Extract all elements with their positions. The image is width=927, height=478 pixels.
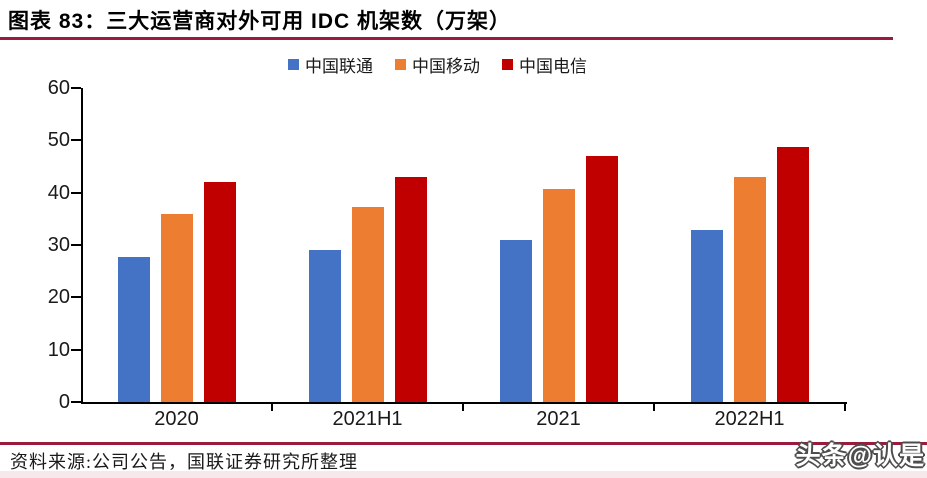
x-axis-category-label: 2022H1: [714, 408, 785, 430]
legend-swatch-icon: [288, 58, 299, 70]
legend-item-china-unicom: 中国联通: [288, 52, 373, 77]
y-axis-tick-mark: [71, 296, 81, 299]
y-axis-tick-label: 50: [47, 129, 70, 152]
y-axis-tick-label: 10: [47, 338, 70, 361]
chart-plot-area: [81, 88, 847, 404]
chart-legend: 中国联通 中国移动 中国电信: [0, 52, 875, 77]
footer-rule: [0, 442, 927, 445]
x-axis-category-label: 2020: [154, 408, 199, 430]
x-axis-category-label: 2021H1: [332, 408, 403, 430]
y-axis-tick-mark: [71, 87, 81, 89]
legend-label: 中国移动: [412, 56, 480, 76]
title-underline-rule: [0, 37, 893, 40]
y-axis-tick-mark: [71, 348, 81, 351]
watermark: 头条@认是: [795, 442, 925, 470]
legend-item-china-telecom: 中国电信: [502, 52, 587, 77]
legend-label: 中国联通: [305, 56, 373, 76]
y-axis-tick-mark: [71, 401, 81, 403]
y-axis-tick-label: 30: [47, 234, 70, 256]
y-axis-tick-mark: [71, 139, 81, 142]
y-axis-tick-label: 40: [47, 181, 70, 204]
legend-swatch-icon: [502, 58, 513, 70]
y-axis-tick-mark: [71, 244, 81, 246]
y-axis-tick-label: 20: [47, 286, 70, 309]
y-axis-tick-mark: [71, 191, 81, 194]
page-title: 图表 83：三大运营商对外可用 IDC 机架数（万架）: [8, 10, 512, 33]
legend-item-china-mobile: 中国移动: [395, 52, 480, 77]
y-axis-tick-label: 60: [47, 77, 70, 99]
legend-label: 中国电信: [519, 56, 587, 76]
x-axis-category-label: 2021: [536, 408, 581, 430]
source-note: 资料来源:公司公告，国联证券研究所整理: [10, 452, 358, 472]
y-axis-tick-label: 0: [58, 391, 70, 413]
bottom-strip: [0, 471, 927, 478]
legend-swatch-icon: [395, 58, 406, 70]
